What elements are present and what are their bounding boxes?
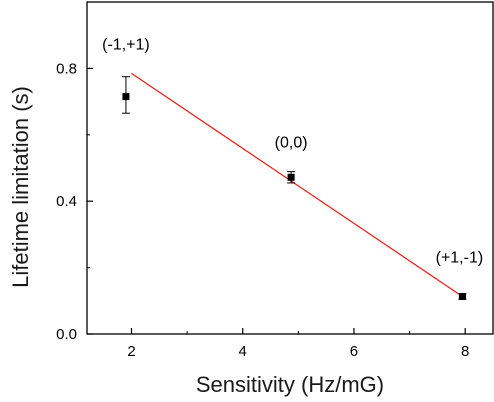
fit-line [131,72,463,298]
point-marker [122,93,130,101]
x-axis-title: Sensitivity (Hz/mG) [196,372,384,397]
x-tick-label: 4 [239,343,247,360]
point-annotation: (-1,+1) [102,37,150,54]
x-tick-label: 2 [127,343,135,360]
data-point [287,171,296,184]
data-points [121,76,467,300]
point-marker [458,292,466,300]
plot-frame [86,1,494,335]
point-annotation: (0,0) [275,134,308,151]
point-annotation: (+1,-1) [436,249,484,266]
point-marker [287,173,295,181]
x-tick-label: 8 [461,343,469,360]
y-tick-label: 0.8 [56,60,77,77]
labels: Sensitivity (Hz/mG) Lifetime limitation … [8,37,483,397]
y-axis-title: Lifetime limitation (s) [8,86,33,288]
y-tick-label: 0.0 [56,326,77,343]
axes: 2 4 6 8 0.0 0.4 0.8 [56,1,494,360]
fit-line-group [131,72,463,298]
data-point [121,76,130,114]
y-tick-label: 0.4 [56,193,77,210]
x-tick-label: 6 [350,343,358,360]
data-point [458,292,467,300]
